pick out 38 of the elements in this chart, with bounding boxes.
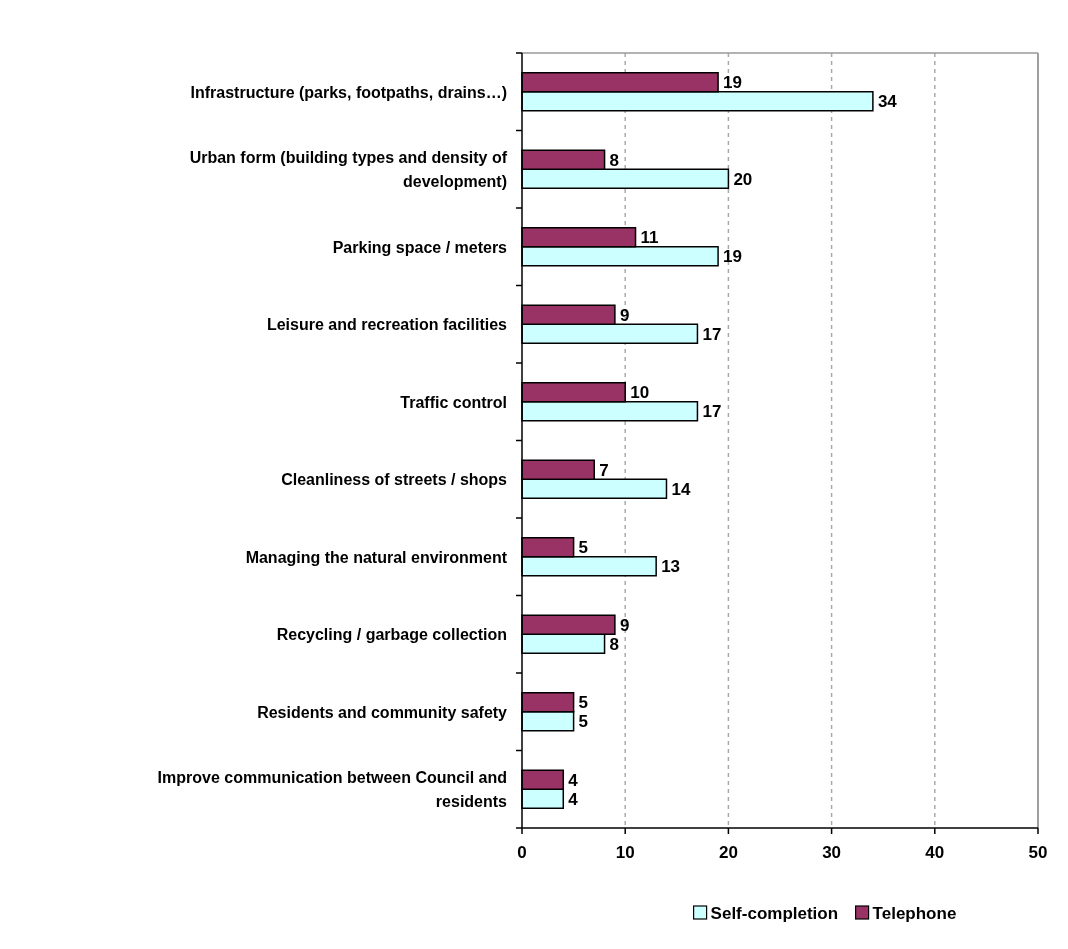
legend-label: Telephone xyxy=(872,904,957,924)
data-label: 19 xyxy=(723,73,742,93)
data-label: 10 xyxy=(630,383,650,403)
y-tick-label: Improve communication between Council and residents xyxy=(157,769,508,811)
data-label: 34 xyxy=(877,92,898,112)
y-tick-label: Cleanliness of streets / shops xyxy=(281,471,508,489)
data-label: 14 xyxy=(671,479,691,499)
y-tick-label: Traffic control xyxy=(400,393,507,411)
y-tick-label: Residents and community safety xyxy=(257,703,508,721)
x-tick-label: 40 xyxy=(925,843,945,862)
x-tick-label: 0 xyxy=(517,843,527,862)
data-label: 20 xyxy=(733,169,753,189)
data-label: 8 xyxy=(609,634,620,654)
x-tick-label: 10 xyxy=(615,843,635,862)
y-tick-label: Infrastructure (parks, footpaths, drains…) xyxy=(190,83,507,101)
y-tick-label: Managing the natural environment xyxy=(245,548,508,566)
y-tick-label: Leisure and recreation facilities xyxy=(266,316,508,334)
data-label: 17 xyxy=(702,402,722,422)
data-label: 11 xyxy=(640,228,659,248)
x-tick-label: 50 xyxy=(1028,843,1048,862)
data-label: 9 xyxy=(619,305,630,325)
data-label: 8 xyxy=(609,150,620,170)
y-tick-label: Urban form (building types and density of development) xyxy=(189,149,508,191)
data-label: 9 xyxy=(619,615,630,635)
data-label: 19 xyxy=(723,247,742,267)
x-tick-label: 30 xyxy=(822,843,842,862)
data-label: 4 xyxy=(568,770,579,790)
y-tick-label: Recycling / garbage collection xyxy=(276,626,507,644)
data-label: 17 xyxy=(702,324,722,344)
data-label: 5 xyxy=(578,712,589,732)
data-label: 13 xyxy=(661,557,681,577)
y-tick-label: Parking space / meters xyxy=(332,238,508,256)
data-label: 4 xyxy=(568,789,579,809)
data-label: 7 xyxy=(599,460,609,480)
data-label: 5 xyxy=(578,693,589,713)
x-tick-label: 20 xyxy=(718,843,738,862)
legend-label: Self-completion xyxy=(710,904,839,924)
data-label: 5 xyxy=(578,538,589,558)
